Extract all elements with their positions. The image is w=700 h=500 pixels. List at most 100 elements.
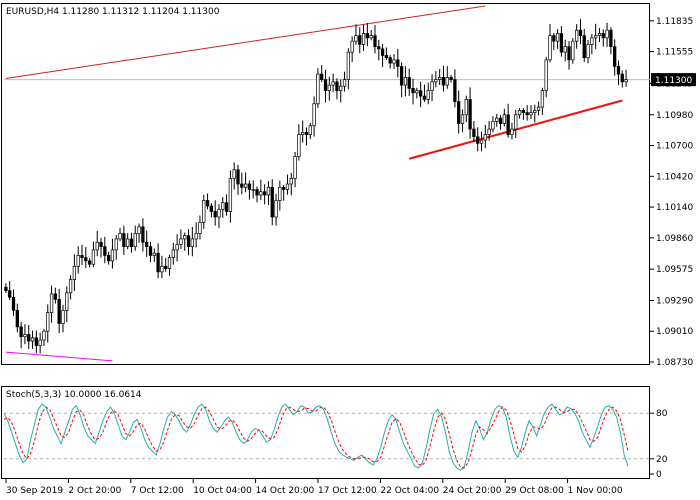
candle-body-up [175, 244, 179, 251]
candle-body-up [42, 330, 46, 341]
candle-body-down [145, 241, 149, 247]
candle [247, 180, 252, 200]
price-tick-label: 1.08730 [656, 358, 693, 368]
candle-body-down [365, 33, 370, 39]
candle-body-up [171, 249, 175, 258]
time-tick-label: 10 Oct 04:00 [193, 486, 252, 496]
candle-body-down [457, 101, 461, 124]
candle [361, 24, 366, 52]
candle-body-up [434, 79, 438, 83]
stochastic-values: 10.0000 16.0614 [64, 390, 142, 400]
candle [30, 330, 35, 349]
candle [145, 230, 149, 257]
candle [209, 203, 214, 218]
candle-body-up [289, 178, 293, 185]
candle [179, 229, 183, 249]
candle-body-up [460, 114, 465, 124]
candle-body-up [529, 112, 533, 116]
candle [354, 24, 358, 45]
stochastic-panel-frame [1, 386, 650, 479]
stochastic-name: Stoch(5,3,3) [6, 390, 61, 400]
candle-body-up [49, 293, 54, 313]
candle [548, 23, 552, 63]
candle-body-up [597, 33, 602, 37]
candle [487, 121, 491, 141]
candle [415, 87, 419, 99]
candle [190, 226, 194, 257]
candle-body-up [228, 178, 233, 212]
candle [61, 304, 65, 333]
candle [605, 22, 609, 47]
candle [49, 285, 54, 323]
candle-body-up [167, 257, 172, 269]
candle [491, 116, 495, 133]
candle [331, 73, 335, 93]
time-tick-label: 17 Oct 12:00 [318, 486, 377, 496]
candle-body-up [514, 114, 518, 130]
price-tick-label: 1.10420 [656, 172, 693, 182]
candle-body-up [68, 279, 73, 294]
price-tick-label: 1.10140 [656, 203, 693, 213]
candle-body-down [186, 235, 191, 247]
candle [11, 289, 16, 317]
candle-body-up [574, 29, 579, 42]
candle [87, 258, 92, 268]
candle-body-down [411, 88, 415, 94]
candle-body-down [57, 299, 61, 324]
candle [316, 68, 320, 108]
candle [502, 108, 506, 127]
candle [289, 173, 293, 196]
candle [148, 241, 153, 263]
candle [141, 218, 145, 252]
candle-body-up [540, 90, 545, 108]
candle-body-down [407, 77, 411, 89]
candle-body-down [384, 55, 389, 58]
candle [255, 186, 259, 203]
time-tick-label: 1 Nov 00:00 [568, 486, 623, 496]
candle-body-up [438, 77, 442, 80]
price-tick-label: 1.11835 [656, 17, 693, 27]
candle-body-up [23, 334, 27, 338]
candle [346, 48, 350, 90]
candle [183, 232, 187, 251]
candle [422, 84, 427, 102]
candle [323, 69, 328, 103]
candle [293, 152, 297, 188]
candle [228, 170, 233, 223]
time-tick-label: 7 Oct 12:00 [131, 486, 184, 496]
candle [590, 33, 594, 55]
candle-body-down [164, 266, 168, 269]
chart-title: EURUSD,H4 1.11280 1.11312 1.11204 1.1130… [6, 7, 220, 17]
candle-body-up [350, 40, 354, 53]
price-tick-label: 1.09575 [656, 265, 693, 275]
candle [517, 108, 522, 119]
candle-body-down [262, 191, 267, 196]
candle-body-down [129, 238, 134, 247]
candle-body-up [487, 128, 491, 135]
candle [57, 288, 61, 334]
candle [476, 127, 480, 152]
candle-body-down [609, 29, 613, 48]
candle [571, 38, 575, 64]
candle-body-up [502, 114, 506, 124]
stochastic-lines [3, 403, 650, 471]
candle-body-up [72, 266, 77, 280]
candle-body-down [19, 326, 23, 338]
candle-body-down [103, 246, 107, 256]
stochastic-tick-label: 20 [656, 455, 668, 465]
candle [103, 236, 107, 264]
candle-body-up [232, 169, 236, 179]
price-tick-label: 1.09290 [656, 296, 693, 306]
candle [232, 162, 236, 190]
candle-body-up [426, 90, 430, 100]
candle [578, 18, 583, 45]
candle-body-down [213, 211, 217, 218]
candle [164, 257, 168, 272]
candle-body-down [87, 260, 92, 265]
time-axis: 30 Sep 2019 2 Oct 20:00 7 Oct 12:00 10 Oct … [5, 479, 623, 496]
candle [464, 95, 468, 123]
candle [34, 330, 38, 354]
candle [601, 29, 605, 47]
candle-body-up [38, 339, 42, 346]
candle-body-up [91, 249, 96, 265]
